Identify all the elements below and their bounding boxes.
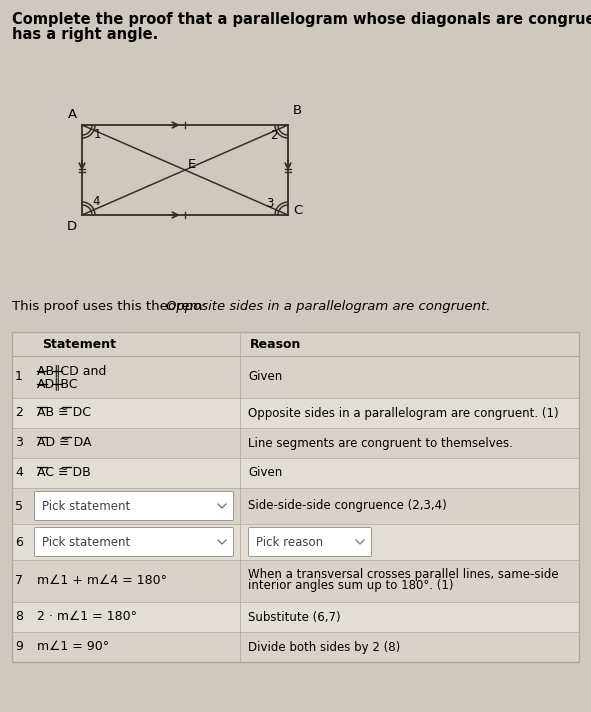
- Text: AB∥CD and: AB∥CD and: [37, 364, 106, 377]
- Bar: [12, 356, 579, 398]
- Text: B: B: [293, 103, 302, 117]
- Text: Substitute (6,7): Substitute (6,7): [248, 610, 340, 624]
- Text: A: A: [68, 108, 77, 122]
- Text: 7: 7: [15, 575, 23, 587]
- Text: Statement: Statement: [42, 337, 116, 350]
- Text: 1: 1: [15, 370, 23, 384]
- Text: Pick reason: Pick reason: [256, 535, 323, 548]
- FancyBboxPatch shape: [34, 528, 233, 557]
- Bar: [12, 560, 579, 602]
- Text: AC ≅ DB: AC ≅ DB: [37, 466, 91, 479]
- Text: Pick statement: Pick statement: [42, 535, 130, 548]
- FancyBboxPatch shape: [248, 528, 372, 557]
- Text: 2: 2: [270, 129, 278, 142]
- Text: C: C: [293, 204, 302, 216]
- Bar: [12, 428, 579, 458]
- FancyBboxPatch shape: [34, 491, 233, 520]
- Text: has a right angle.: has a right angle.: [12, 27, 158, 42]
- Text: Side-side-side congruence (2,3,4): Side-side-side congruence (2,3,4): [248, 500, 447, 513]
- Text: Reason: Reason: [250, 337, 301, 350]
- Text: E: E: [188, 159, 196, 172]
- Text: AD ≅ DA: AD ≅ DA: [37, 436, 92, 449]
- Bar: [12, 398, 579, 428]
- Text: m∠1 + m∠4 = 180°: m∠1 + m∠4 = 180°: [37, 575, 167, 587]
- Text: 3: 3: [266, 197, 274, 210]
- Text: 9: 9: [15, 641, 23, 654]
- Text: 6: 6: [15, 535, 23, 548]
- Bar: [12, 488, 579, 524]
- Text: m∠1 = 90°: m∠1 = 90°: [37, 641, 109, 654]
- Bar: [12, 524, 579, 560]
- Text: 2 · m∠1 = 180°: 2 · m∠1 = 180°: [37, 610, 137, 624]
- Text: 2: 2: [15, 407, 23, 419]
- Text: Divide both sides by 2 (8): Divide both sides by 2 (8): [248, 641, 400, 654]
- Bar: [12, 332, 579, 356]
- Text: Opposite sides in a parallelogram are congruent.: Opposite sides in a parallelogram are co…: [166, 300, 491, 313]
- Text: 4: 4: [15, 466, 23, 479]
- Text: AD∥BC: AD∥BC: [37, 377, 79, 390]
- Bar: [12, 332, 579, 662]
- Text: Line segments are congruent to themselves.: Line segments are congruent to themselve…: [248, 436, 513, 449]
- Text: When a transversal crosses parallel lines, same-side: When a transversal crosses parallel line…: [248, 568, 558, 581]
- Bar: [12, 632, 579, 662]
- Text: Pick statement: Pick statement: [42, 500, 130, 513]
- Text: Complete the proof that a parallelogram whose diagonals are congruent: Complete the proof that a parallelogram …: [12, 12, 591, 27]
- Bar: [12, 602, 579, 632]
- Text: Opposite sides in a parallelogram are congruent. (1): Opposite sides in a parallelogram are co…: [248, 407, 558, 419]
- Bar: [12, 458, 579, 488]
- Text: Given: Given: [248, 466, 282, 479]
- Text: 4: 4: [92, 195, 99, 208]
- Text: Given: Given: [248, 370, 282, 384]
- Text: D: D: [67, 221, 77, 234]
- Text: 8: 8: [15, 610, 23, 624]
- Text: 5: 5: [15, 500, 23, 513]
- Text: 3: 3: [15, 436, 23, 449]
- Text: AB ≅ DC: AB ≅ DC: [37, 407, 91, 419]
- Text: interior angles sum up to 180°. (1): interior angles sum up to 180°. (1): [248, 579, 453, 592]
- Text: This proof uses this theorem:: This proof uses this theorem:: [12, 300, 211, 313]
- Text: 1: 1: [94, 128, 102, 141]
